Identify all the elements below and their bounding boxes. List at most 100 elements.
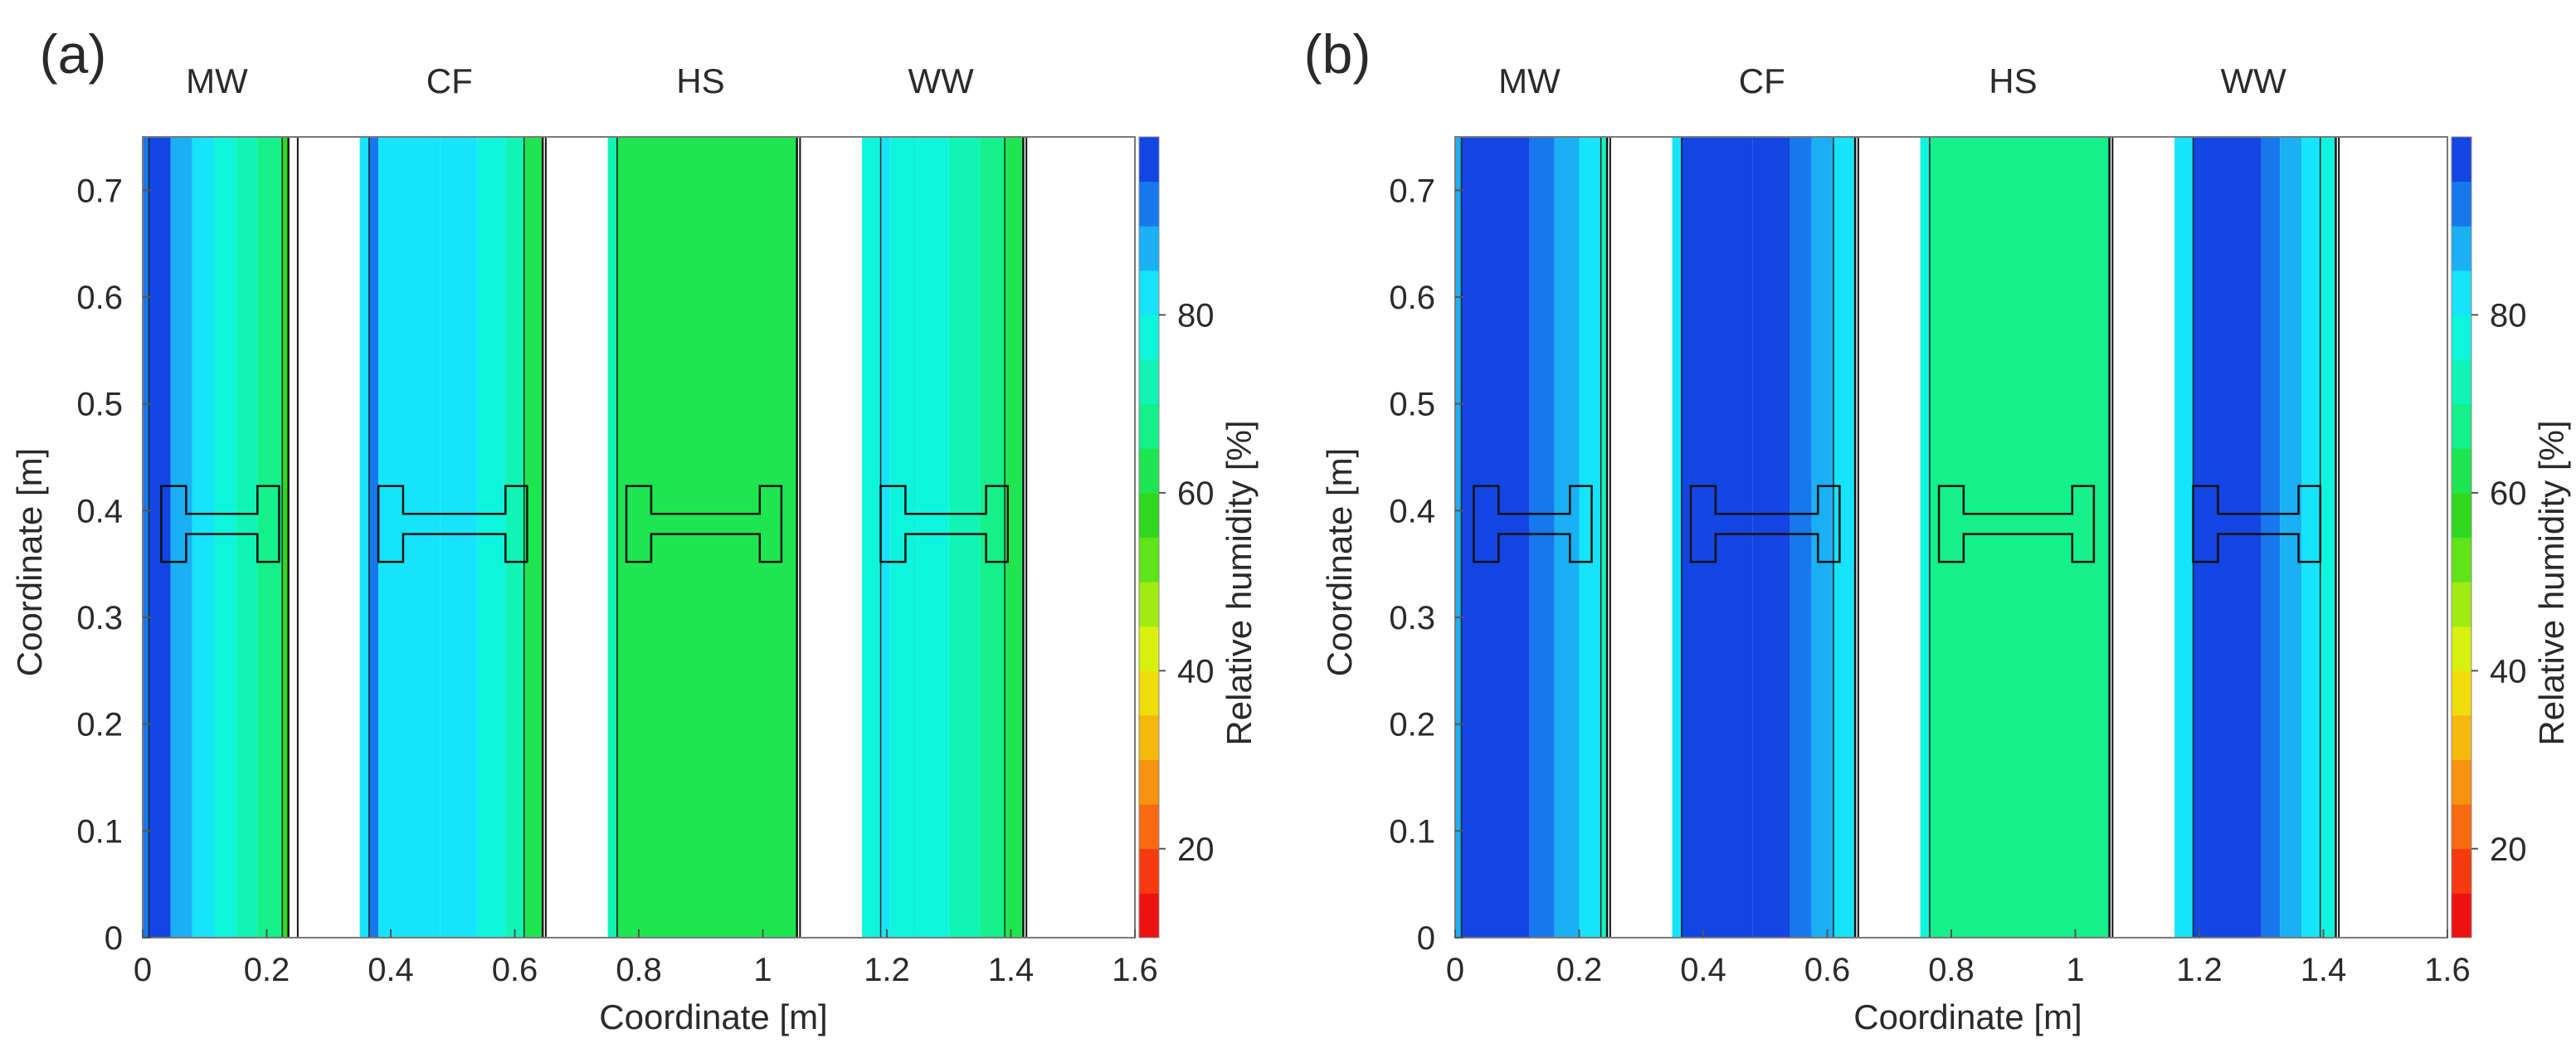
colorbar-swatch — [2452, 804, 2471, 850]
x-tick-label: 0 — [134, 952, 152, 988]
colorbar-tick-label: 80 — [2490, 297, 2527, 334]
x-tick-label: 0.6 — [1804, 952, 1851, 988]
rh-band — [1833, 137, 1856, 938]
rh-band — [1461, 137, 1530, 938]
rh-band — [143, 137, 149, 938]
y-tick-label: 0 — [1417, 920, 1435, 957]
colorbar-tick-label: 40 — [2490, 653, 2527, 690]
y-tick-label: 0.2 — [76, 707, 123, 743]
colorbar-swatch — [2452, 893, 2471, 938]
y-tick-label: 0.6 — [76, 280, 123, 316]
colorbar-swatch — [1139, 848, 1159, 894]
panel-b-y-axis-label: Coordinate [m] — [1320, 448, 1359, 676]
colorbar-swatch — [1139, 626, 1159, 671]
x-tick-label: 0.4 — [368, 952, 414, 988]
wall-mw: MW — [1455, 61, 1611, 938]
colorbar-swatch — [1139, 137, 1159, 183]
colorbar-swatch — [2452, 137, 2471, 183]
rh-band — [1681, 137, 1753, 938]
colorbar-swatch — [1139, 181, 1159, 227]
wall-hs: HS — [607, 61, 801, 938]
rh-band — [1920, 137, 1930, 938]
rh-band — [1005, 137, 1024, 938]
colorbar-swatch — [2452, 492, 2471, 538]
wall-cf: CF — [359, 61, 547, 938]
rh-band — [1579, 137, 1601, 938]
rh-band — [889, 137, 918, 938]
y-tick-label: 0.1 — [76, 813, 123, 850]
wall-label-ww: WW — [908, 61, 974, 100]
wall-hs: HS — [1920, 61, 2114, 938]
rh-band — [192, 137, 214, 938]
colorbar-swatch — [2452, 582, 2471, 627]
i-beam-stud — [160, 485, 280, 563]
x-tick-label: 1.2 — [864, 952, 910, 988]
panel-a-colorbar-label: Relative humidity [%] — [1220, 420, 1259, 745]
rh-band — [282, 137, 289, 938]
rh-band — [2261, 137, 2281, 938]
colorbar-frame — [1138, 136, 1160, 938]
rh-band — [862, 137, 881, 938]
colorbar-swatch — [2452, 181, 2471, 227]
panel-b-colorbar-label: Relative humidity [%] — [2532, 420, 2571, 745]
rh-band — [1455, 137, 1462, 938]
rh-band — [213, 137, 236, 938]
rh-band — [948, 137, 981, 938]
colorbar-swatch — [2452, 270, 2471, 315]
x-tick-label: 1.2 — [2176, 952, 2223, 988]
x-tick-label: 1 — [753, 952, 772, 988]
panel-b-label: (b) — [1304, 23, 1371, 85]
y-tick-label: 0.3 — [1389, 600, 1435, 636]
rh-band — [170, 137, 192, 938]
panel-b-x-axis-label: Coordinate [m] — [1853, 997, 2082, 1036]
colorbar-frame — [2451, 136, 2472, 938]
rh-band — [918, 137, 949, 938]
panel-b-colorbar: 20 40 60 80 — [2451, 136, 2527, 938]
panel-a-label: (a) — [40, 23, 107, 85]
colorbar-swatch — [2452, 448, 2471, 494]
rh-band — [2301, 137, 2320, 938]
x-tick-label: 1.4 — [2301, 952, 2347, 988]
colorbar-swatch — [1139, 226, 1159, 271]
x-tick-label: 0.8 — [616, 952, 662, 988]
wall-cf: CF — [1672, 61, 1859, 938]
x-tick-label: 1 — [2066, 952, 2084, 988]
rh-band — [607, 137, 617, 938]
rh-band — [1929, 137, 2110, 938]
colorbar-swatch — [1139, 582, 1159, 627]
colorbar-swatch — [1139, 359, 1159, 405]
x-tick-label: 1.6 — [1112, 952, 1158, 988]
colorbar-swatch — [1139, 804, 1159, 850]
i-beam-stud — [879, 485, 1010, 563]
y-tick-label: 0.2 — [1389, 707, 1435, 743]
colorbar-swatch — [1139, 893, 1159, 938]
wall-label-cf: CF — [426, 61, 473, 100]
y-tick-label: 0.6 — [1389, 280, 1435, 316]
colorbar-swatch — [2452, 714, 2471, 761]
x-tick-label: 0.6 — [492, 952, 538, 988]
x-tick-label: 1.4 — [988, 952, 1035, 988]
panel-a-y-axis-label: Coordinate [m] — [10, 448, 49, 676]
x-tick-label: 0.2 — [244, 952, 290, 988]
colorbar-swatch — [2452, 848, 2471, 894]
wall-label-cf: CF — [1739, 61, 1785, 100]
rh-band — [1672, 137, 1682, 938]
x-tick-label: 0.2 — [1556, 952, 1603, 988]
x-tick-label: 0 — [1446, 952, 1464, 988]
x-tick-label: 0.4 — [1680, 952, 1726, 988]
x-tick-label: 1.6 — [2424, 952, 2471, 988]
rh-band — [2320, 137, 2336, 938]
x-tick-label: 0.8 — [1928, 952, 1975, 988]
wall-ww: WW — [862, 61, 1028, 938]
rh-band — [880, 137, 890, 938]
i-beam-stud — [377, 485, 528, 563]
rh-band — [368, 137, 379, 938]
colorbar-tick-label: 80 — [1177, 297, 1215, 334]
wall-label-hs: HS — [676, 61, 724, 100]
wall-label-ww: WW — [2220, 61, 2286, 100]
colorbar-swatch — [2452, 626, 2471, 671]
colorbar-swatch — [1139, 314, 1159, 360]
colorbar-swatch — [1139, 714, 1159, 761]
colorbar-tick-label: 60 — [1177, 475, 1215, 512]
